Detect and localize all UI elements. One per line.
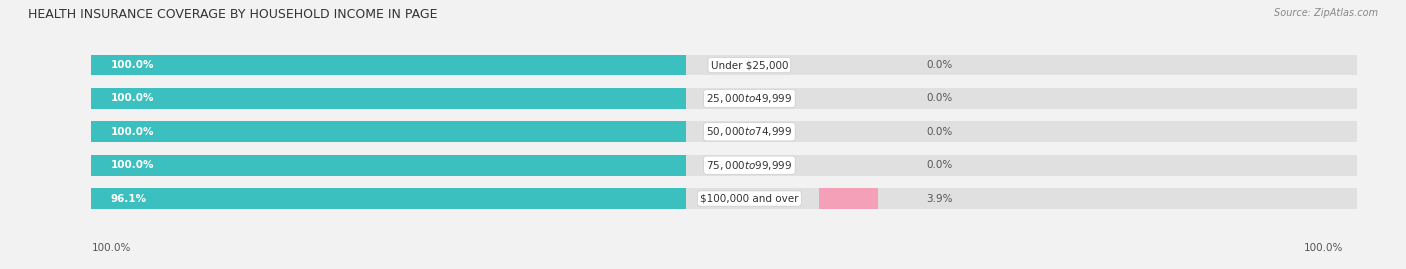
Text: $50,000 to $74,999: $50,000 to $74,999	[706, 125, 793, 138]
Text: 0.0%: 0.0%	[927, 160, 953, 170]
Bar	[91, 88, 1357, 109]
Text: HEALTH INSURANCE COVERAGE BY HOUSEHOLD INCOME IN PAGE: HEALTH INSURANCE COVERAGE BY HOUSEHOLD I…	[28, 8, 437, 21]
Text: 0.0%: 0.0%	[927, 93, 953, 104]
Text: 0.0%: 0.0%	[927, 60, 953, 70]
Bar	[820, 188, 879, 209]
Text: 100.0%: 100.0%	[111, 160, 153, 170]
Text: 0.0%: 0.0%	[927, 127, 953, 137]
Text: 100.0%: 100.0%	[111, 127, 153, 137]
Bar	[91, 188, 1357, 209]
Text: $75,000 to $99,999: $75,000 to $99,999	[706, 159, 793, 172]
Bar	[91, 88, 686, 109]
Bar	[91, 155, 1357, 175]
Text: 100.0%: 100.0%	[91, 243, 131, 253]
Text: Source: ZipAtlas.com: Source: ZipAtlas.com	[1274, 8, 1378, 18]
Text: 100.0%: 100.0%	[1303, 243, 1343, 253]
Text: 100.0%: 100.0%	[111, 60, 153, 70]
Text: Under $25,000: Under $25,000	[710, 60, 789, 70]
Bar	[91, 55, 686, 75]
Text: 96.1%: 96.1%	[111, 193, 146, 204]
Legend: With Coverage, Without Coverage: With Coverage, Without Coverage	[612, 268, 837, 269]
Text: $25,000 to $49,999: $25,000 to $49,999	[706, 92, 793, 105]
Bar	[91, 188, 686, 209]
Text: 100.0%: 100.0%	[111, 93, 153, 104]
Bar	[91, 155, 686, 175]
Bar	[91, 122, 686, 142]
Text: 3.9%: 3.9%	[927, 193, 953, 204]
Text: $100,000 and over: $100,000 and over	[700, 193, 799, 204]
Bar	[91, 122, 1357, 142]
Bar	[91, 55, 1357, 75]
